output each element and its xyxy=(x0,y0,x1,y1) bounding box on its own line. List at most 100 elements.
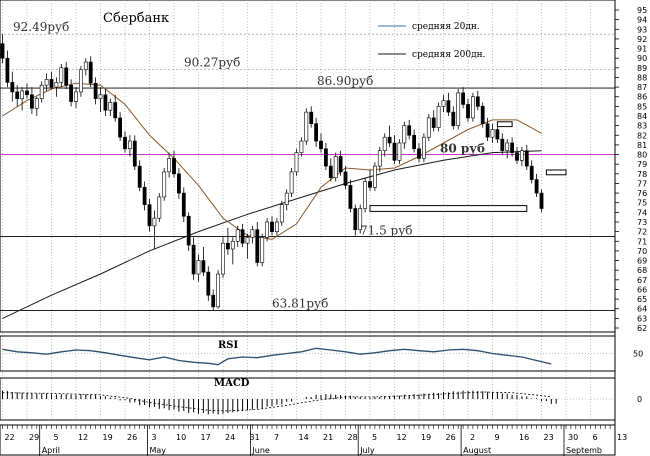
level-label: 86.90руб xyxy=(317,74,373,88)
candle-body xyxy=(108,102,113,111)
y-tick-label: 87 xyxy=(637,83,647,92)
candle-body xyxy=(240,229,245,244)
candle-body xyxy=(113,102,118,119)
y-tick-label: 79 xyxy=(637,160,647,169)
candle-body xyxy=(412,134,417,150)
x-tick-label: 5 xyxy=(372,433,377,442)
month-label: July xyxy=(359,446,375,455)
candle-body xyxy=(206,271,211,296)
x-tick-label: 26 xyxy=(446,433,456,442)
candle-body xyxy=(417,148,421,159)
rsi-title: RSI xyxy=(218,340,239,351)
candle-body xyxy=(265,221,270,238)
candle-body xyxy=(69,84,74,102)
rsi-line xyxy=(2,347,552,366)
candle-body xyxy=(314,123,319,142)
y-tick-label: 64 xyxy=(637,305,647,314)
y-tick-label: 69 xyxy=(637,257,647,266)
candle-body xyxy=(294,152,299,173)
candle-body xyxy=(64,67,69,86)
x-tick-label: 10 xyxy=(176,433,186,442)
candle-body xyxy=(475,96,480,107)
x-tick-label: 9 xyxy=(495,433,500,442)
candle-body xyxy=(230,240,235,250)
x-tick-label: 19 xyxy=(421,433,431,442)
candle-body xyxy=(519,150,524,161)
x-tick-label: 30 xyxy=(568,433,578,442)
candle-body xyxy=(431,117,436,128)
y-tick-label: 84 xyxy=(637,112,647,121)
level-labels: 92.49руб 90.27руб 86.90руб 80 руб 71.5 руб 63… xyxy=(13,20,485,310)
y-tick-label: 63 xyxy=(637,314,647,323)
candle-body xyxy=(128,140,132,150)
x-tick-label: 2 xyxy=(470,433,475,442)
x-tick-label: 5 xyxy=(54,433,59,442)
y-tick-label: 82 xyxy=(637,131,647,140)
x-tick-label: 23 xyxy=(544,433,554,442)
y-tick-label: 93 xyxy=(637,25,647,34)
candle-body xyxy=(5,57,10,83)
candle-body xyxy=(20,90,25,99)
candle-body xyxy=(284,192,289,205)
candle-body xyxy=(216,273,221,308)
y-tick-label: 62 xyxy=(637,324,647,333)
level-label: 71.5 руб xyxy=(360,223,413,237)
level-label: 63.81руб xyxy=(272,297,328,311)
macd-signal-line xyxy=(2,391,552,412)
candle-body xyxy=(485,123,490,138)
ma200-line xyxy=(2,150,542,319)
month-label: April xyxy=(42,446,60,455)
candle-body xyxy=(377,150,382,167)
ma20-line xyxy=(2,82,542,240)
candle-body xyxy=(49,79,54,88)
y-tick-label: 76 xyxy=(637,189,647,198)
candle-body xyxy=(480,106,485,125)
candlesticks xyxy=(0,34,544,311)
candle-body xyxy=(372,165,377,188)
x-tick-label: 6 xyxy=(593,433,598,442)
candle-body xyxy=(245,237,250,244)
candle-body xyxy=(421,136,426,159)
candle-body xyxy=(88,61,93,84)
candle-body xyxy=(368,181,372,188)
candle-body xyxy=(132,140,137,167)
y-tick-label: 78 xyxy=(637,170,647,179)
y-tick-label: 94 xyxy=(637,16,647,25)
y-tick-label: 72 xyxy=(637,228,647,237)
candle-body xyxy=(363,181,368,209)
y-tick-label: 80 xyxy=(637,151,647,160)
candle-body xyxy=(39,84,44,99)
y-tick-label: 95 xyxy=(637,6,647,15)
candle-body xyxy=(402,125,407,144)
price-panel: 92.49руб 90.27руб 86.90руб 80 руб 71.5 руб 63… xyxy=(0,0,616,420)
candle-body xyxy=(387,136,392,144)
candle-body xyxy=(147,204,152,227)
x-tick-label: 7 xyxy=(274,433,279,442)
candle-body xyxy=(446,100,451,113)
y-tick-label: 83 xyxy=(637,122,647,131)
candle-body xyxy=(83,61,88,71)
candle-body xyxy=(15,91,20,99)
candle-body xyxy=(304,111,309,142)
candle-body xyxy=(500,138,505,151)
chart-title: Сбербанк xyxy=(103,11,169,26)
candle-body xyxy=(103,94,108,111)
candle-body xyxy=(235,229,240,242)
candle-body xyxy=(338,156,343,173)
x-tick-label: 12 xyxy=(397,433,407,442)
candle-body xyxy=(461,92,466,105)
y-tick-label: 73 xyxy=(637,218,647,227)
y-tick-label: 75 xyxy=(637,199,647,208)
y-tick-label: 90 xyxy=(637,54,647,63)
candle-body xyxy=(495,129,500,140)
candle-body xyxy=(250,229,255,238)
candle-body xyxy=(426,117,431,138)
candle-body xyxy=(470,96,475,119)
macd-level-label: 0 xyxy=(637,395,642,404)
y-tick-label: 86 xyxy=(637,93,647,102)
candle-body xyxy=(74,91,78,102)
x-tick-label: 26 xyxy=(127,433,137,442)
y-tick-label: 85 xyxy=(637,102,647,111)
